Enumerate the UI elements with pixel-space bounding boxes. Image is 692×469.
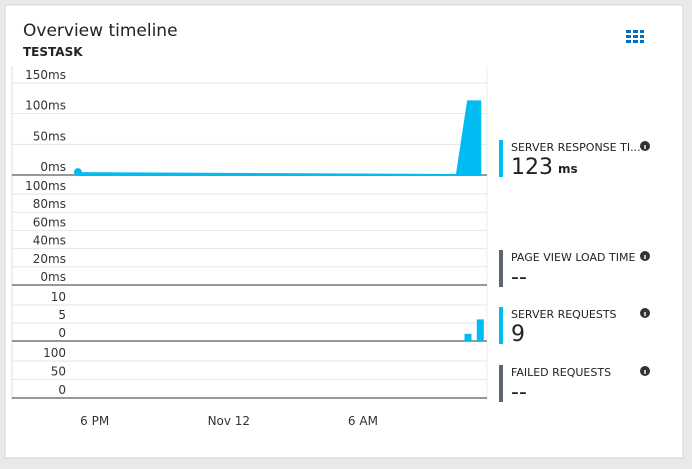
y-tick-label: 5: [58, 308, 66, 322]
metric-unit: ms: [558, 162, 578, 176]
metric-label: SERVER RESPONSE TI...: [511, 141, 641, 154]
y-tick-label: 20ms: [33, 252, 66, 266]
metric-bar: [499, 250, 503, 287]
y-tick-label: 100ms: [25, 99, 66, 113]
y-tick-label: 40ms: [33, 234, 66, 248]
info-icon: [640, 251, 650, 261]
info-icon: [640, 308, 650, 318]
x-tick-label: Nov 12: [208, 414, 251, 428]
metric-bar: [499, 307, 503, 344]
metric-label: FAILED REQUESTS: [511, 366, 611, 379]
metric-value: --: [511, 380, 527, 405]
tile-subtitle: TESTASK: [23, 45, 83, 59]
y-tick-label: 100: [43, 346, 66, 360]
info-bar: [644, 370, 646, 374]
info-bar: [644, 145, 646, 149]
metric-bar: [499, 365, 503, 402]
card: [4, 4, 684, 459]
info-icon: [640, 366, 650, 376]
y-tick-label: 150ms: [25, 68, 66, 82]
bar: [476, 319, 484, 341]
metric-label: PAGE VIEW LOAD TIME: [511, 251, 635, 264]
y-tick-label: 0: [58, 383, 66, 397]
y-tick-label: 50: [51, 365, 66, 379]
metric-bar: [499, 140, 503, 177]
metric-value: 123: [511, 155, 553, 180]
point: [73, 168, 82, 177]
metric-value: 9: [511, 322, 525, 347]
grid-icon[interactable]: [626, 30, 644, 43]
tile-title: Overview timeline: [23, 21, 178, 41]
y-tick-label: 0ms: [40, 160, 66, 174]
y-tick-label: 0ms: [40, 270, 66, 284]
y-tick-label: 0: [58, 326, 66, 340]
info-bar: [644, 255, 646, 259]
metric-label: SERVER REQUESTS: [511, 308, 617, 321]
y-tick-label: 100ms: [25, 179, 66, 193]
x-tick-label: 6 PM: [80, 414, 109, 428]
y-tick-label: 10: [51, 290, 66, 304]
x-tick-label: 6 AM: [348, 414, 378, 428]
y-tick-label: 80ms: [33, 197, 66, 211]
info-bar: [644, 312, 646, 316]
info-icon: [640, 141, 650, 151]
metric-value: --: [511, 265, 527, 290]
bar: [464, 333, 472, 341]
y-tick-label: 60ms: [33, 215, 66, 229]
y-tick-label: 50ms: [33, 129, 66, 143]
